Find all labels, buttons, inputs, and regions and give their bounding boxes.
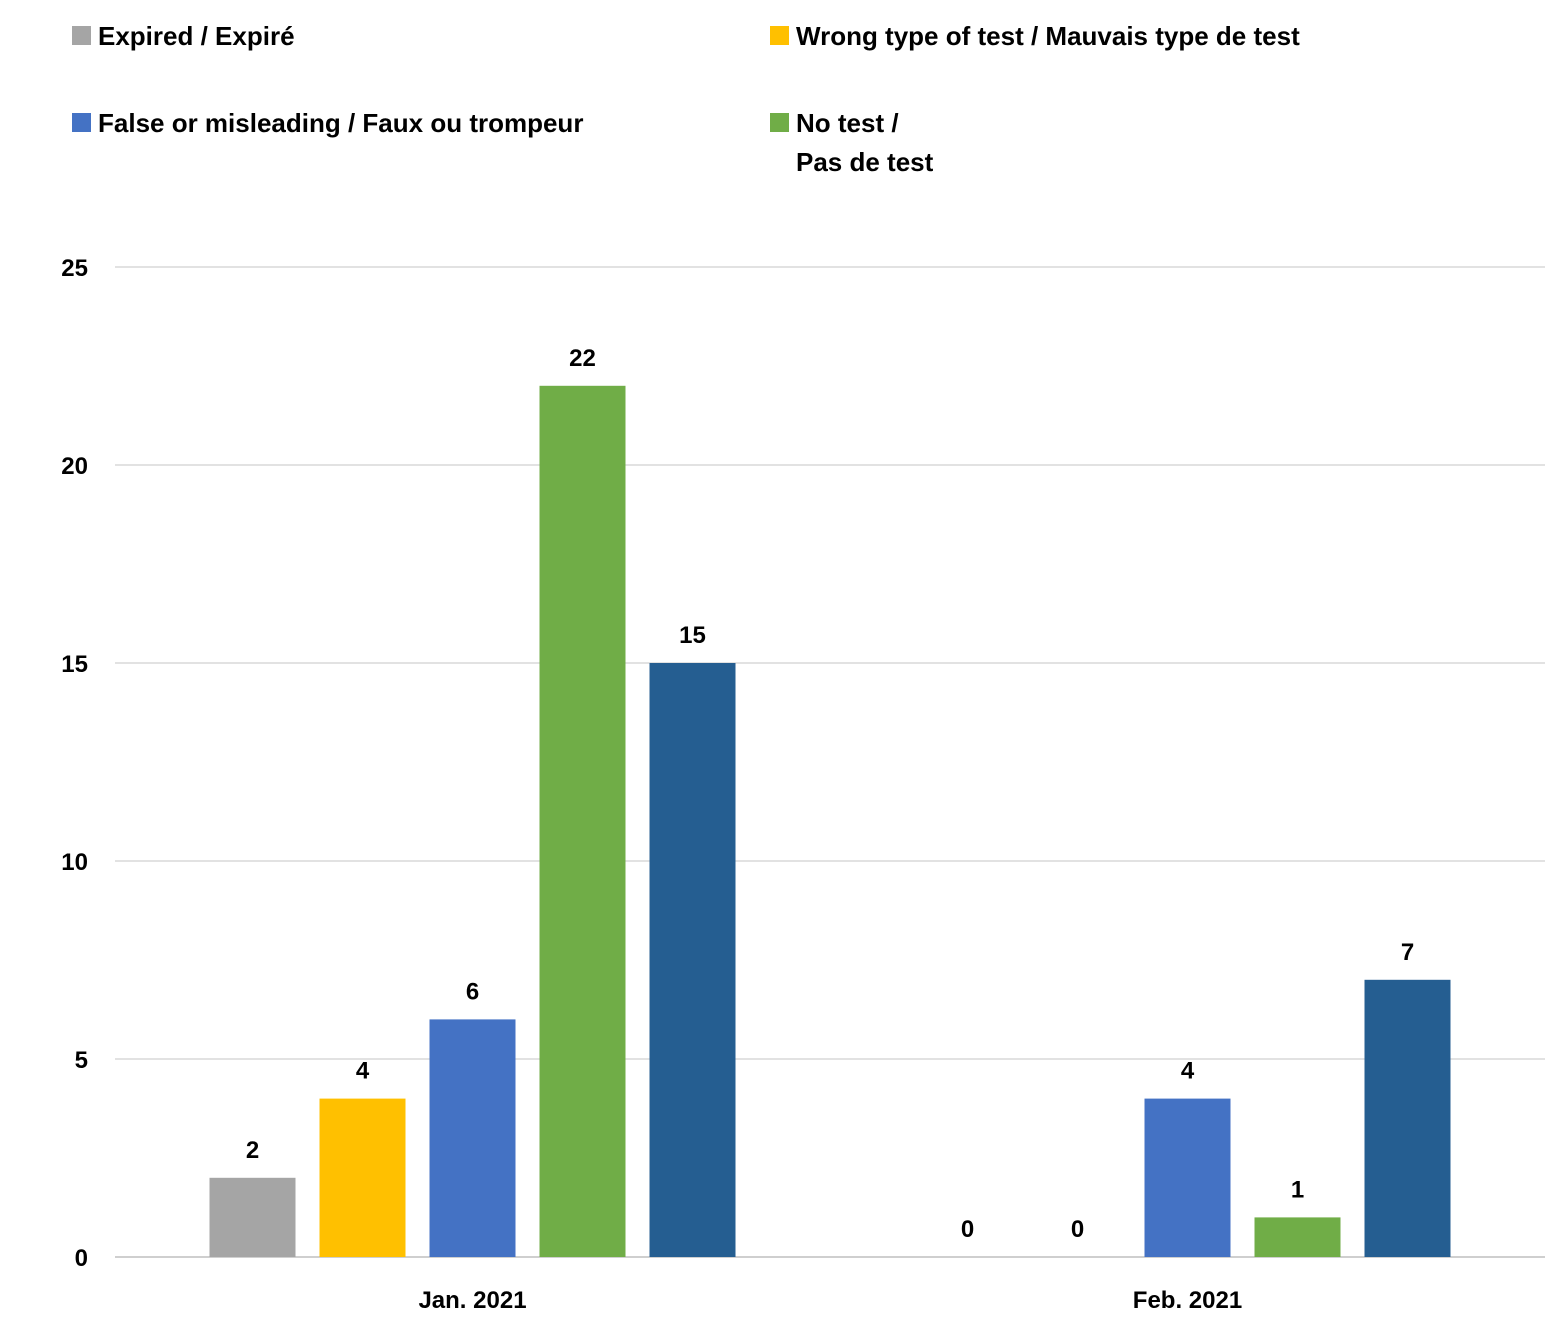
data-label: 0 — [1071, 1216, 1084, 1243]
legend-swatch — [770, 113, 789, 132]
legend-label: No test / Pas de test — [796, 108, 934, 177]
bar — [1144, 1098, 1231, 1257]
x-axis: Jan. 2021 Feb. 2021 — [418, 1287, 1242, 1314]
legend-label: Wrong type of test / Mauvais type de tes… — [796, 21, 1300, 51]
chart-legend: Expired / Expiré Wrong type of test / Mau… — [72, 21, 1300, 177]
data-label: 1 — [1291, 1176, 1304, 1203]
legend-swatch — [72, 26, 91, 45]
data-labels: 2 4 6 22 15 0 0 4 1 7 — [246, 345, 1414, 1243]
bar — [649, 663, 736, 1257]
bar — [429, 1019, 516, 1257]
bar — [1364, 979, 1451, 1257]
y-tick-label: 10 — [61, 849, 88, 876]
legend-swatch — [770, 26, 789, 45]
bars — [209, 385, 1451, 1257]
x-tick-label: Feb. 2021 — [1133, 1287, 1242, 1314]
y-tick-label: 15 — [61, 651, 88, 678]
y-tick-label: 25 — [61, 255, 88, 282]
data-label: 7 — [1401, 939, 1414, 966]
bar — [319, 1098, 406, 1257]
data-label: 4 — [356, 1058, 370, 1085]
y-tick-label: 0 — [75, 1245, 88, 1272]
legend-label: Expired / Expiré — [98, 21, 295, 51]
legend-label: False or misleading / Faux ou trompeur — [98, 108, 583, 138]
bar — [209, 1177, 296, 1257]
data-label: 4 — [1181, 1058, 1195, 1085]
x-tick-label: Jan. 2021 — [418, 1287, 526, 1314]
data-label: 15 — [679, 622, 706, 649]
data-label: 0 — [961, 1216, 974, 1243]
bar — [1254, 1217, 1341, 1257]
bar — [539, 385, 626, 1257]
y-tick-label: 20 — [61, 453, 88, 480]
y-tick-label: 5 — [75, 1047, 88, 1074]
legend-swatch — [72, 113, 91, 132]
data-label: 6 — [466, 978, 479, 1005]
data-label: 22 — [569, 345, 596, 372]
data-label: 2 — [246, 1137, 259, 1164]
y-axis-ticks: 0 5 10 15 20 25 — [61, 255, 88, 1272]
